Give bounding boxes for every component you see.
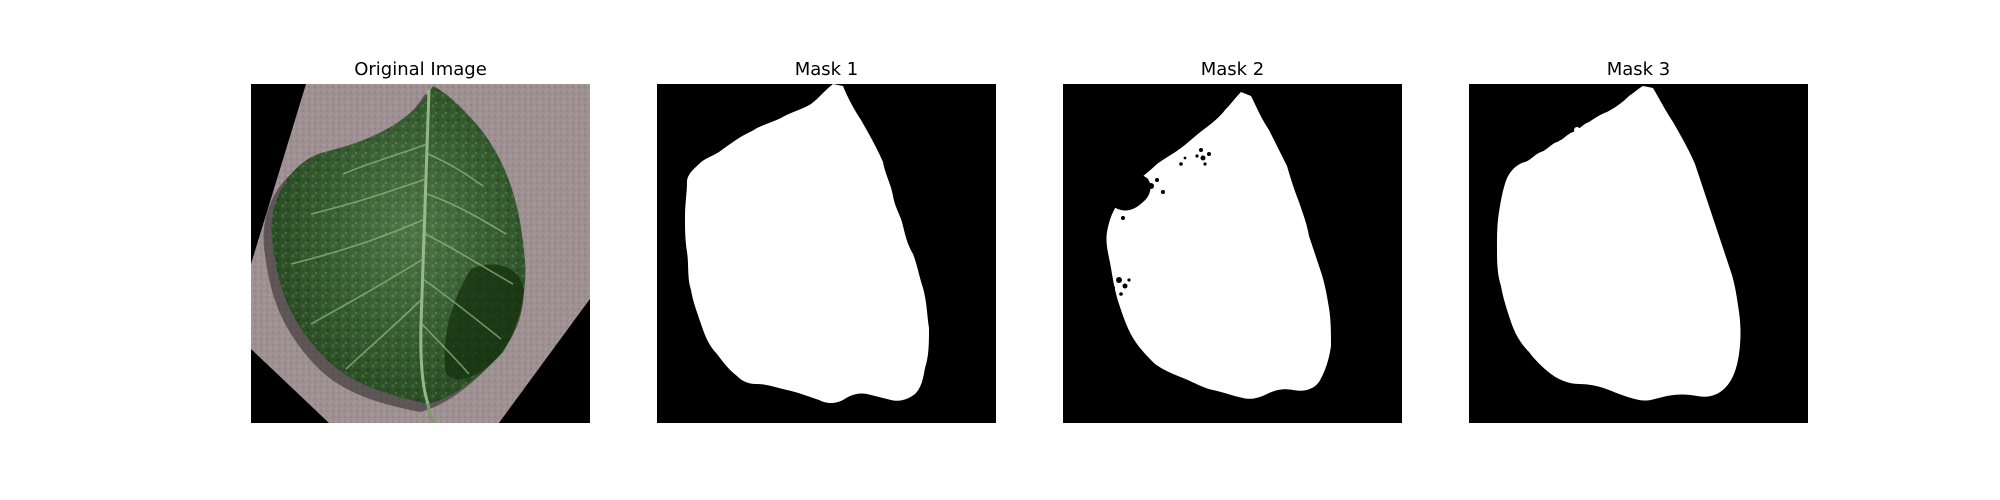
mask-1-region [685,84,929,403]
original-leaf-photo [251,84,590,423]
panel-title: Original Image [354,59,487,80]
panel-title: Mask 2 [1200,59,1265,80]
mask-3-specks [1519,127,1580,168]
leaf-photo-svg [251,84,590,423]
mask-2-image [1063,84,1402,423]
mask-2-region [1106,92,1331,399]
mask-3-region [1497,86,1741,401]
mask-1-svg [657,84,996,423]
mask-2-svg [1063,84,1402,423]
mask-3-image [1469,84,1808,423]
mask-1-image [657,84,996,423]
panel-title: Mask 1 [794,59,859,80]
mask-2-holes [1101,148,1211,296]
mask-3-svg [1469,84,1808,423]
panel-title: Mask 3 [1606,59,1671,80]
